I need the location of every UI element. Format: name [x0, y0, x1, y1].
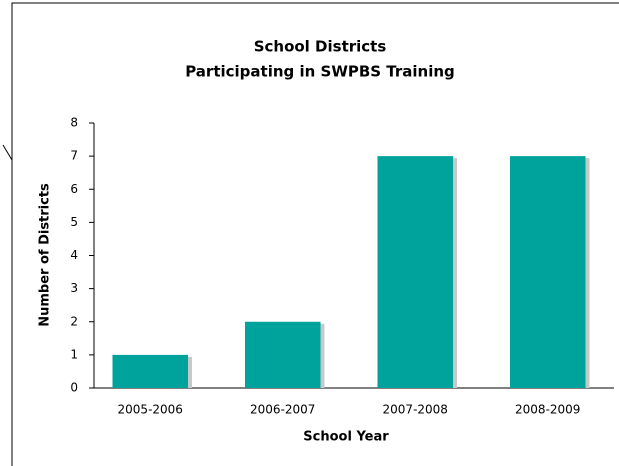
x-tick-label: 2007-2008: [383, 403, 448, 417]
bar: [377, 156, 454, 388]
y-tick-label: 0: [70, 381, 78, 395]
y-tick-label: 1: [70, 347, 78, 361]
y-tick-label: 2: [70, 314, 78, 328]
bar: [244, 321, 321, 388]
x-tick-label: 2006-2007: [250, 403, 315, 417]
x-tick-label: 2005-2006: [118, 403, 183, 417]
bar: [509, 156, 586, 388]
x-axis-title: School Year: [303, 430, 389, 445]
y-tick-label: 4: [70, 248, 78, 262]
y-tick-label: 5: [70, 215, 78, 229]
chart-title: Participating in SWPBS Training: [185, 63, 455, 81]
y-axis-title: Number of Districts: [38, 183, 53, 327]
chart-title: School Districts: [254, 38, 387, 56]
frame-stub: [2, 144, 13, 161]
y-tick-label: 3: [70, 281, 78, 295]
bar: [112, 354, 189, 388]
y-tick-label: 7: [70, 149, 78, 163]
y-tick-label: 6: [70, 182, 78, 196]
x-tick-label: 2008-2009: [515, 403, 580, 417]
frame: [11, 2, 619, 466]
y-tick-label: 8: [70, 116, 78, 130]
